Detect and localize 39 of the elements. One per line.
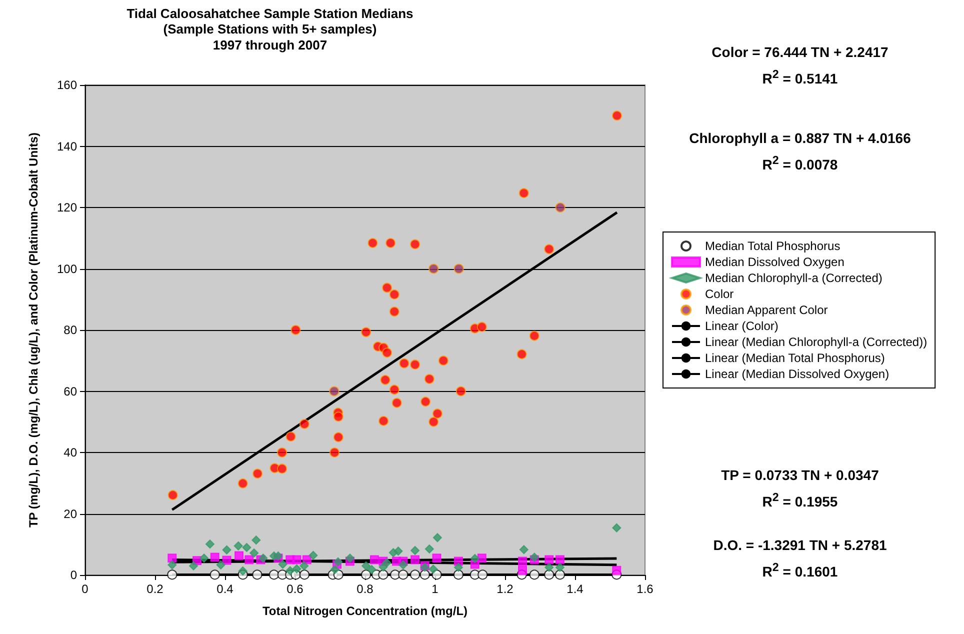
x-tick-label: 1 — [432, 582, 439, 596]
x-tick-label: 1.6 — [636, 582, 654, 596]
x-tick-label: 1.4 — [566, 582, 584, 596]
text: Color = 76.444 TN + 2.2417 — [710, 44, 890, 60]
legend-label: Linear (Color) — [705, 319, 778, 333]
x-tick-label: 0 — [82, 582, 89, 596]
x-axis-title: Total Nitrogen Concentration (mg/L) — [262, 604, 468, 618]
text: D.O. = -1.3291 TN + 5.2781 — [712, 537, 888, 553]
x-tick-label: 0.4 — [216, 582, 234, 596]
legend-label: Median Total Phosphorus — [705, 239, 840, 253]
y-tick-label: 60 — [64, 384, 78, 398]
legend-label: Median Chlorophyll-a (Corrected) — [705, 271, 882, 285]
y-axis-title: TP (mg/L), D.O. (mg/L), Chla (ug/L), and Color (Platinum-Cobalt Units) — [26, 132, 40, 528]
legend-label: Linear (Median Chlorophyll-a (Corrected)) — [705, 335, 928, 349]
x-tick-label: 0.6 — [286, 582, 304, 596]
x-tick-label: 1.2 — [496, 582, 514, 596]
chart-subtitle: (Sample Stations with 5+ samples) 1997 through 2007 — [163, 22, 377, 52]
text: Chlorophyll a = 0.887 TN + 4.0166 — [688, 130, 912, 146]
text: R$^{2}$ = 0.5141 — [761, 68, 839, 87]
text: R$^{2}$ = 0.1955 — [761, 491, 839, 510]
legend-label: Median Apparent Color — [705, 303, 828, 317]
y-tick-label: 40 — [64, 446, 78, 460]
legend-label: Median Dissolved Oxygen — [705, 255, 844, 269]
y-tick-label: 20 — [64, 506, 78, 521]
y-tick-label: 140 — [56, 139, 78, 154]
y-tick-label: 80 — [64, 323, 78, 337]
legend-label: Linear (Median Dissolved Oxygen) — [705, 367, 890, 381]
y-tick-label: 100 — [56, 262, 78, 276]
x-tick-label: 0.2 — [146, 582, 164, 596]
y-tick-label: 0 — [70, 568, 78, 582]
text: R$^{2}$ = 0.0078 — [761, 154, 839, 173]
y-tick-label: 120 — [56, 200, 78, 214]
y-tick-label: 160 — [56, 78, 78, 92]
chart-title: Tidal Caloosahatchee Sample Station Medians — [126, 6, 414, 21]
legend-label: Color — [705, 287, 734, 301]
text: R$^{2}$ = 0.1601 — [761, 561, 839, 580]
x-tick-label: 0.8 — [356, 582, 374, 596]
legend-label: Linear (Median Total Phosphorus) — [705, 351, 885, 365]
text: TP = 0.0733 TN + 0.0347 — [720, 467, 880, 483]
